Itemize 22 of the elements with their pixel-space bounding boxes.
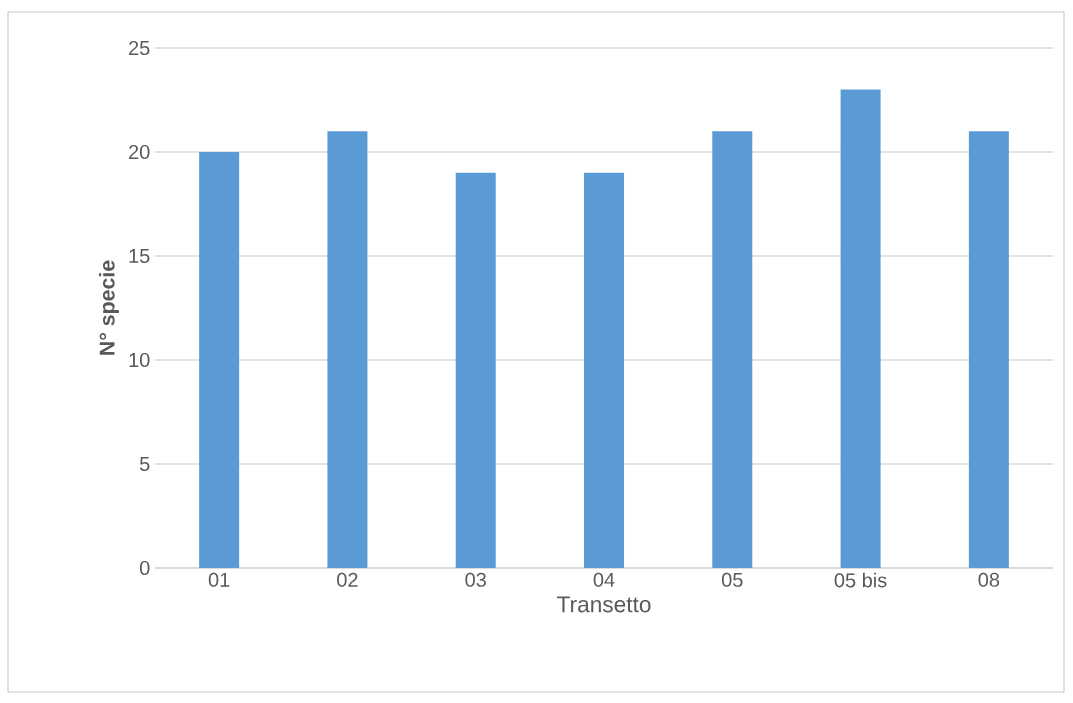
bar <box>199 151 240 568</box>
x-tick-label: 01 <box>208 572 230 587</box>
bar <box>584 172 625 568</box>
y-tick-label: 20 <box>129 144 150 160</box>
bar <box>712 131 753 568</box>
bar <box>968 131 1009 568</box>
bar <box>455 172 496 568</box>
bar <box>327 131 368 568</box>
x-tick-label: 05 bis <box>834 572 887 588</box>
y-tick-label: 15 <box>129 249 150 263</box>
x-tick-label: 02 <box>337 572 358 587</box>
y-tick-label: 5 <box>139 457 150 471</box>
bar <box>840 89 881 568</box>
y-axis-title: N° specie <box>99 260 119 355</box>
x-tick-label: 08 <box>978 572 1000 587</box>
y-tick-label: 0 <box>139 560 150 576</box>
y-tick-label: 10 <box>129 352 150 368</box>
y-tick-label: 25 <box>129 40 150 56</box>
x-tick-label: 05 <box>721 572 743 587</box>
x-tick-label: 03 <box>465 572 486 587</box>
x-tick-label: 04 <box>593 572 615 587</box>
x-axis-title: Transetto <box>557 596 651 613</box>
